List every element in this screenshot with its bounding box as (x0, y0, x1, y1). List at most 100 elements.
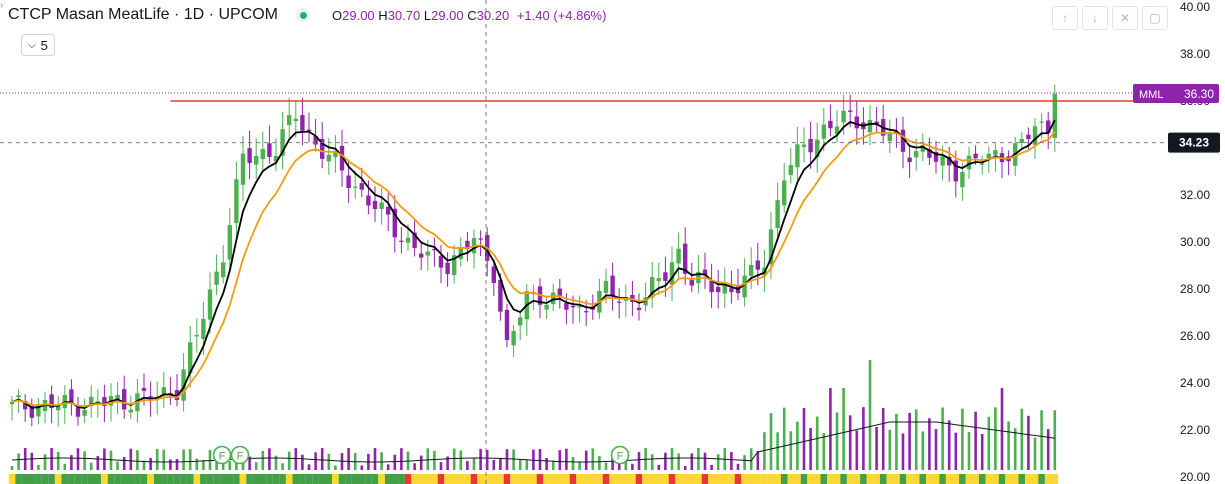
strip-cell (147, 474, 154, 484)
candle-body (366, 195, 371, 206)
strip-cell (662, 474, 669, 484)
candle-body (584, 311, 589, 313)
volume-bar (631, 463, 634, 470)
volume-bar (934, 429, 938, 470)
volume-bar (749, 448, 753, 470)
strip-cell (477, 474, 484, 484)
strip-cell (688, 474, 696, 484)
strip-cell (61, 474, 69, 484)
arrow-down-icon[interactable]: ↓ (1082, 6, 1108, 30)
strip-cell (959, 474, 966, 484)
candle-body (907, 157, 912, 163)
volume-bar (551, 460, 555, 470)
strip-cell (569, 474, 577, 484)
volume-bar (545, 457, 548, 470)
volume-bar (703, 452, 707, 470)
volume-bar (815, 416, 819, 470)
strip-cell (503, 474, 511, 484)
candle-body (412, 232, 417, 249)
volume-bar (129, 448, 133, 470)
strip-cell (312, 474, 319, 484)
strip-cell (1044, 474, 1052, 484)
candle-body (306, 129, 312, 131)
volume-bar (809, 428, 812, 470)
strip-cell (952, 474, 960, 484)
candle-body (287, 115, 292, 126)
candle-body (392, 208, 397, 238)
strip-cell (972, 474, 979, 484)
strip-cell (470, 474, 478, 484)
volume-bar (763, 432, 766, 470)
candle-body (69, 389, 74, 403)
candle-body (603, 281, 609, 293)
strip-cell (259, 474, 267, 484)
candle-body (1052, 93, 1057, 138)
volume-bar (538, 449, 542, 470)
strip-cell (978, 474, 986, 484)
event-marker (230, 445, 250, 465)
high-value: 30.70 (387, 7, 421, 23)
strip-cell (609, 474, 616, 484)
candle-body (458, 246, 463, 259)
candle-body (551, 292, 556, 305)
strip-cell (384, 474, 392, 484)
strip-cell (15, 474, 22, 484)
volume-bar (848, 415, 852, 470)
volume-bar (30, 452, 34, 470)
volume-bar (248, 456, 251, 470)
strip-cell (761, 474, 768, 484)
close-label: C (467, 7, 477, 23)
strip-cell (173, 474, 181, 484)
strip-cell (563, 474, 570, 484)
strip-cell (457, 474, 465, 484)
strip-cell (483, 474, 491, 484)
volume-bar (921, 431, 925, 470)
strip-cell (893, 474, 900, 484)
candle-body (768, 229, 774, 265)
volume-bar (182, 449, 185, 470)
scroll-left-icon[interactable]: › (0, 0, 4, 11)
candle-body (663, 272, 668, 281)
strip-cell (807, 474, 814, 484)
strip-cell (998, 474, 1006, 484)
volume-bar (175, 458, 179, 470)
collapse-icon[interactable]: ✕ (1112, 6, 1138, 30)
strip-cell (556, 474, 564, 484)
candle-body (511, 330, 516, 346)
strip-cell (615, 474, 623, 484)
strip-cell (820, 474, 828, 484)
volume-bar (980, 434, 984, 470)
candle-body (194, 335, 199, 337)
guide-lines (0, 0, 1170, 484)
strip-cell (107, 474, 115, 484)
strip-cell (41, 474, 49, 484)
symbol-title[interactable]: CTCP Masan MeatLife · 1D · UPCOM (8, 6, 278, 23)
strip-cell (543, 474, 550, 484)
volume-bar (17, 453, 20, 470)
candle-body (95, 401, 100, 403)
candle-body (89, 396, 94, 407)
volume-bar (10, 466, 14, 470)
arrow-up-icon[interactable]: ↑ (1052, 6, 1078, 30)
volume-bar (373, 448, 377, 470)
candle-body (610, 275, 615, 297)
strip-cell (193, 474, 201, 484)
candle-body (234, 179, 239, 224)
indicator-collapse-button[interactable]: ⌵ 5 (21, 34, 55, 56)
volume-bars (10, 360, 1057, 470)
volume-bar (254, 462, 258, 470)
strip-cell (668, 474, 676, 484)
strip-cell (853, 474, 861, 484)
volume-bar (122, 456, 126, 470)
volume-bar (155, 449, 159, 470)
candle-body (980, 163, 985, 165)
maximize-icon[interactable]: ▢ (1142, 6, 1168, 30)
volume-bar (439, 462, 443, 470)
strip-cell (266, 474, 273, 484)
volume-bar (743, 455, 746, 470)
candle-body (260, 149, 265, 160)
strip-cell (200, 474, 207, 484)
strip-cell (332, 474, 339, 484)
candle-body (801, 144, 807, 147)
